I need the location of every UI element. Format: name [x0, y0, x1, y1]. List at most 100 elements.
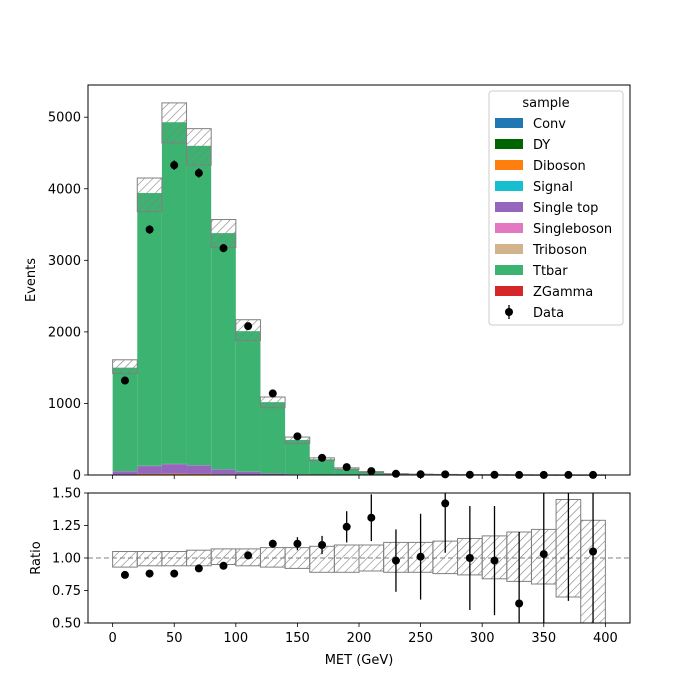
ratio-xtick-label: 100 [223, 631, 248, 646]
ratio-uncertainty-bin-0 [112, 551, 138, 568]
bar-diboson-bin-2 [161, 473, 187, 475]
legend-swatch-zgamma [495, 286, 523, 296]
bar-single-top-bin-7 [285, 474, 310, 475]
legend-swatch-ttbar [495, 265, 523, 275]
bar-ttbar-bin-9 [334, 468, 359, 475]
legend-label: Triboson [532, 243, 587, 258]
data-point-1 [145, 225, 154, 234]
data-point-5 [244, 322, 253, 331]
ratio-point-13 [441, 499, 450, 508]
mc-uncertainty-bin-1 [136, 177, 163, 213]
ratio-uncertainty-bin-2 [161, 551, 188, 567]
main-ylabel: Events [24, 258, 39, 302]
legend-swatch-singleboson [495, 223, 523, 233]
legend-label: Data [533, 306, 564, 321]
bar-single-top-bin-1 [137, 466, 162, 474]
ratio-ytick-label: 1.25 [52, 519, 81, 534]
data-point-7 [293, 432, 302, 441]
bar-ttbar-bin-0 [112, 367, 138, 472]
data-point-8 [318, 453, 327, 462]
ratio-xtick-label: 400 [593, 631, 618, 646]
legend-data-marker [505, 308, 513, 316]
legend-label: Diboson [533, 159, 586, 174]
ratio-point-7 [293, 539, 302, 548]
ratio-xtick-label: 150 [285, 631, 310, 646]
ratio-xtick-label: 50 [166, 631, 183, 646]
ratio-ytick-label: 1.50 [52, 487, 81, 502]
ratio-point-16 [515, 599, 524, 608]
legend-swatch-diboson [495, 160, 523, 170]
ratio-xtick-label: 350 [531, 631, 556, 646]
legend-label: Singleboson [533, 222, 612, 237]
bar-ttbar-bin-1 [137, 193, 162, 466]
main-ytick-label: 3000 [48, 254, 81, 269]
bar-single-top-bin-4 [211, 469, 236, 475]
ratio-ytick-label: 0.50 [52, 617, 81, 632]
ratio-uncertainty-bin-1 [136, 551, 163, 567]
ratio-point-2 [170, 569, 179, 578]
main-ytick-label: 0 [73, 469, 81, 484]
ratio-point-10 [367, 513, 376, 522]
legend-title: sample [522, 96, 569, 111]
legend-label: Ttbar [532, 264, 568, 279]
legend-swatch-dy [495, 139, 523, 149]
bar-ttbar-bin-3 [186, 145, 212, 466]
ratio-point-6 [268, 539, 277, 548]
legend-swatch-single-top [495, 202, 523, 212]
bar-ttbar-bin-8 [309, 459, 335, 475]
legend-swatch-conv [495, 118, 523, 128]
bar-diboson-bin-1 [137, 473, 162, 475]
main-histogram-panel: 0 1000 2000 3000 4000 5000 Events sample Conv DY D… [24, 84, 631, 484]
ratio-point-4 [219, 561, 228, 570]
ratio-point-11 [391, 556, 400, 565]
bar-ttbar-bin-6 [260, 402, 286, 474]
ratio-panel: 0.50 0.75 1.00 1.25 1.50 0 50 100 150 200 250 300 35… [29, 483, 631, 668]
mc-uncertainty-bin-6 [259, 396, 286, 409]
bar-diboson-bin-3 [186, 473, 212, 475]
data-point-10 [367, 467, 376, 476]
ratio-point-8 [318, 541, 327, 549]
data-point-6 [268, 389, 277, 398]
ratio-point-14 [465, 554, 474, 562]
bar-ttbar-bin-5 [235, 331, 261, 472]
mc-uncertainty-bin-4 [210, 219, 237, 248]
bar-ttbar-bin-4 [211, 233, 236, 470]
ratio-point-3 [194, 564, 203, 573]
bar-single-top-bin-0 [112, 471, 138, 475]
ratio-point-15 [490, 556, 499, 565]
bar-single-top-bin-5 [235, 471, 261, 475]
ratio-xtick-label: 250 [408, 631, 433, 646]
ratio-point-18 [564, 483, 572, 491]
ratio-xtick-label: 0 [108, 631, 116, 646]
ratio-point-9 [342, 522, 351, 531]
data-point-11 [391, 469, 400, 478]
data-point-0 [120, 376, 129, 385]
legend-swatch-triboson [495, 244, 523, 254]
ratio-uncertainty-bin-13 [432, 540, 459, 575]
data-point-13 [441, 470, 450, 479]
ratio-uncertainty-bin-9 [333, 544, 360, 573]
mc-uncertainty-bin-2 [161, 102, 188, 144]
ratio-ytick-label: 0.75 [52, 584, 81, 599]
bar-ttbar-bin-2 [161, 122, 187, 464]
legend-swatch-signal [495, 181, 523, 191]
ratio-point-5 [244, 551, 253, 560]
legend-label: Conv [533, 117, 566, 132]
main-ytick-label: 4000 [48, 182, 81, 197]
ratio-uncertainty-bin-6 [259, 547, 286, 568]
ratio-xtick-label: 300 [470, 631, 495, 646]
ratio-xtick-label: 200 [347, 631, 372, 646]
legend-label: ZGamma [533, 285, 593, 300]
bar-ttbar-bin-7 [285, 439, 310, 475]
ratio-point-1 [145, 569, 154, 578]
ratio-point-17 [539, 550, 548, 559]
ratio-ylabel: Ratio [29, 541, 44, 574]
ratio-xlabel: MET (GeV) [325, 653, 394, 668]
data-point-3 [194, 169, 203, 178]
data-point-4 [219, 244, 228, 253]
mc-uncertainty-bin-3 [186, 128, 212, 166]
main-ytick-label: 1000 [48, 397, 81, 412]
ratio-uncertainty-bin-3 [186, 549, 212, 567]
ratio-point-12 [416, 552, 425, 561]
data-point-12 [416, 470, 425, 479]
